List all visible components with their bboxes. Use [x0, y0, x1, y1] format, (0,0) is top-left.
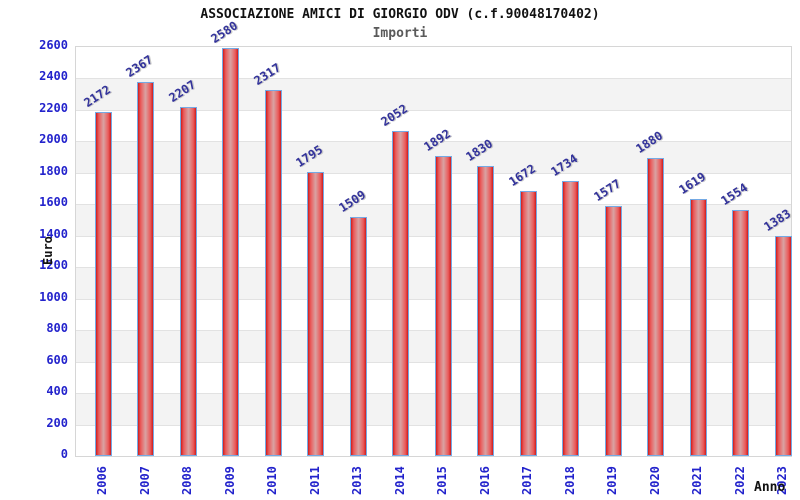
bar [349, 217, 367, 456]
y-axis-tick: 2200 [39, 100, 68, 115]
chart-subtitle: Importi [372, 26, 428, 41]
x-axis-title: Anno [754, 480, 786, 495]
bar [519, 191, 537, 456]
bar [434, 156, 452, 456]
x-axis-tick: 2022 [732, 466, 747, 495]
x-axis-tick: 2008 [180, 466, 194, 495]
y-axis-tick: 800 [46, 321, 68, 336]
x-axis-tick: 2011 [307, 466, 322, 495]
x-axis-tick: 2009 [222, 466, 237, 495]
y-axis-tick: 1600 [39, 195, 68, 210]
x-axis-tick: 2013 [350, 466, 364, 495]
x-axis-tick: 2020 [647, 466, 662, 495]
y-axis-tick: 400 [46, 384, 68, 399]
x-axis-tick: 2019 [605, 466, 619, 495]
gridline [76, 298, 791, 300]
bar [562, 181, 579, 456]
x-axis-tick: 2014 [392, 466, 407, 495]
x-axis-tick: 2016 [477, 466, 492, 495]
gridline [76, 267, 791, 269]
y-axis-tick: 2600 [39, 38, 68, 52]
gridline [76, 424, 791, 426]
gridline [76, 141, 791, 143]
gridline [76, 235, 791, 237]
bar [222, 48, 239, 456]
bar [647, 158, 664, 456]
x-axis-tick: 2015 [435, 466, 449, 495]
x-axis-tick: 2006 [95, 466, 109, 495]
gridline [76, 204, 791, 206]
bar [137, 82, 154, 456]
y-axis-tick: 1800 [39, 163, 68, 178]
bar [179, 107, 197, 456]
x-axis-tick: 2007 [137, 466, 152, 495]
x-axis-tick: 2018 [562, 466, 577, 495]
plot-area [75, 46, 792, 457]
y-axis-tick: 2000 [39, 132, 68, 147]
bar [604, 206, 622, 456]
gridline [76, 78, 791, 80]
gridline [76, 109, 791, 111]
x-axis-tick: 2021 [690, 466, 704, 495]
bar [307, 172, 324, 456]
x-axis-tick: 2010 [265, 466, 279, 495]
gridline [76, 172, 791, 174]
y-axis-title: Euro [41, 236, 55, 265]
bar [264, 90, 282, 456]
bar [732, 210, 749, 456]
y-axis-tick: 1000 [39, 289, 68, 304]
x-axis-tick: 2017 [520, 466, 534, 495]
bar [689, 199, 707, 456]
y-axis-tick: 2400 [39, 69, 68, 84]
gridline [76, 330, 791, 332]
y-axis-tick: 1400 [39, 226, 68, 241]
gridline [76, 361, 791, 363]
bar-value-label: 2580 [208, 18, 241, 47]
bar [774, 236, 792, 456]
y-axis-tick: 1200 [39, 258, 68, 273]
chart-title: ASSOCIAZIONE AMICI DI GIORGIO ODV (c.f.9… [200, 7, 600, 22]
bar [392, 131, 409, 456]
gridline [76, 393, 791, 395]
bar [477, 166, 494, 456]
y-axis-tick: 200 [46, 415, 68, 430]
grid-band [76, 47, 791, 79]
y-axis-tick: 0 [60, 447, 68, 461]
grid-band [76, 78, 791, 110]
y-axis-tick: 600 [46, 352, 68, 367]
bar [94, 112, 112, 456]
